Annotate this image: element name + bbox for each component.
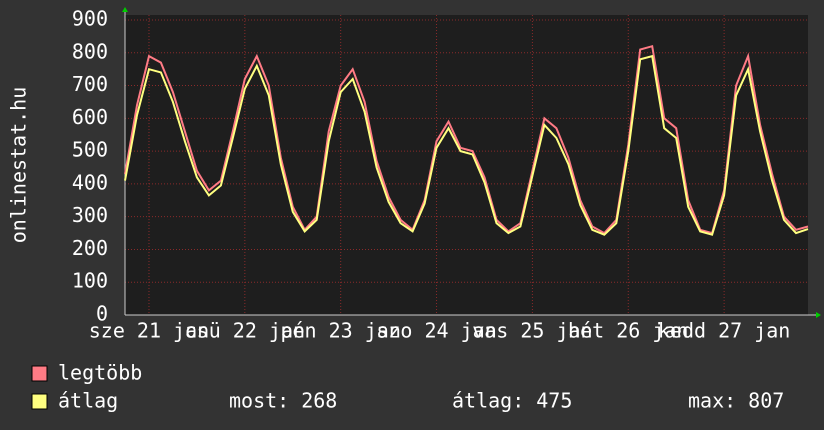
stat-label: max: — [688, 389, 736, 413]
y-tick-label: 900 — [72, 7, 108, 31]
stat-value: 268 — [301, 389, 337, 413]
stat-value: 807 — [748, 389, 784, 413]
axis-arrow — [122, 7, 128, 12]
y-axis-label: onlinestat.hu — [7, 87, 31, 244]
x-tick-label: pén 23 jan — [280, 319, 400, 343]
x-tick-label: hét 26 jan — [568, 319, 688, 343]
x-tick-label: szo 24 jan — [376, 319, 496, 343]
stat-label: átlag: — [452, 389, 524, 413]
series-line — [124, 54, 809, 236]
axis-arrow — [816, 312, 821, 318]
y-tick-label: 200 — [72, 236, 108, 260]
x-tick-label: kedd 27 jan — [658, 319, 790, 343]
y-tick-label: 700 — [72, 72, 108, 96]
y-tick-label: 0 — [96, 302, 108, 326]
legend-label: legtöbb — [58, 361, 142, 385]
y-tick-label: 100 — [72, 269, 108, 293]
x-tick-label: vas 25 jan — [472, 319, 592, 343]
plot-area — [125, 15, 808, 315]
y-tick-label: 500 — [72, 138, 108, 162]
legend-swatch — [31, 393, 48, 410]
y-tick-label: 600 — [72, 105, 108, 129]
y-tick-label: 300 — [72, 203, 108, 227]
stat-value: 475 — [536, 389, 572, 413]
x-tick-label: sze 21 jan — [89, 319, 209, 343]
x-tick-label: csü 22 jan — [185, 319, 305, 343]
legend-label: átlag — [58, 389, 118, 413]
legend-swatch — [31, 365, 48, 382]
y-tick-label: 800 — [72, 39, 108, 63]
stat-label: most: — [229, 389, 289, 413]
series-line — [124, 44, 809, 235]
y-tick-label: 400 — [72, 170, 108, 194]
